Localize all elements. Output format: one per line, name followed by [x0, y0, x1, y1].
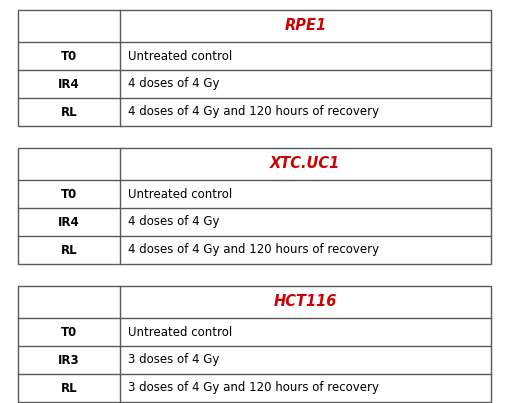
Text: RL: RL: [61, 382, 77, 395]
Text: 3 doses of 4 Gy: 3 doses of 4 Gy: [128, 353, 219, 366]
Text: IR4: IR4: [58, 216, 80, 229]
Text: IR4: IR4: [58, 77, 80, 91]
Text: Untreated control: Untreated control: [128, 187, 232, 201]
Bar: [18, 286, 491, 402]
Bar: [18, 148, 491, 264]
Text: RL: RL: [61, 243, 77, 256]
Text: RPE1: RPE1: [285, 19, 326, 33]
Text: 3 doses of 4 Gy and 120 hours of recovery: 3 doses of 4 Gy and 120 hours of recover…: [128, 382, 379, 395]
Text: T0: T0: [61, 326, 77, 339]
Text: T0: T0: [61, 187, 77, 201]
Text: IR3: IR3: [58, 353, 80, 366]
Text: 4 doses of 4 Gy: 4 doses of 4 Gy: [128, 77, 219, 91]
Text: XTC.UC1: XTC.UC1: [270, 156, 341, 172]
Text: HCT116: HCT116: [274, 295, 337, 310]
Text: 4 doses of 4 Gy: 4 doses of 4 Gy: [128, 216, 219, 229]
Bar: [18, 10, 491, 126]
Text: Untreated control: Untreated control: [128, 50, 232, 62]
Text: Untreated control: Untreated control: [128, 326, 232, 339]
Text: 4 doses of 4 Gy and 120 hours of recovery: 4 doses of 4 Gy and 120 hours of recover…: [128, 243, 379, 256]
Text: 4 doses of 4 Gy and 120 hours of recovery: 4 doses of 4 Gy and 120 hours of recover…: [128, 106, 379, 118]
Text: T0: T0: [61, 50, 77, 62]
Text: RL: RL: [61, 106, 77, 118]
